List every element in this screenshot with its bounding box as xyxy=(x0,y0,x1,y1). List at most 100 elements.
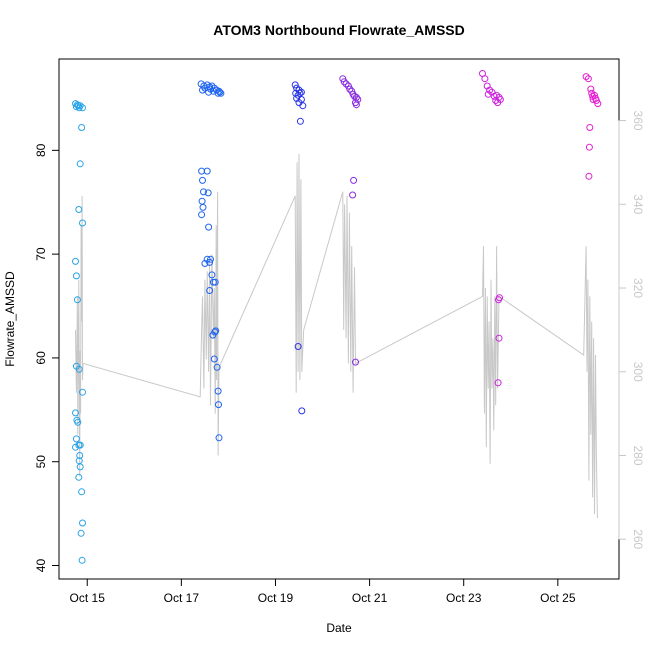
point-s2-13 xyxy=(298,407,306,415)
x-tick-label: Oct 19 xyxy=(258,591,294,605)
x-axis-label: Date xyxy=(326,621,352,635)
point-s1-37 xyxy=(213,363,221,371)
y2-tick-label: 280 xyxy=(631,445,645,465)
point-s1-27 xyxy=(201,260,209,267)
point-s5-0 xyxy=(582,73,590,81)
y-tick-label: 70 xyxy=(34,247,48,261)
x-tick-label: Oct 25 xyxy=(540,591,576,605)
y-axis-left: 40 50 60 70 80 xyxy=(34,143,60,573)
point-s2-12 xyxy=(294,343,302,350)
point-s5-12 xyxy=(585,172,593,180)
point-s0-24 xyxy=(76,452,84,459)
point-s4-9 xyxy=(492,97,500,104)
point-s5-1 xyxy=(584,75,592,83)
x-tick-label: Oct 23 xyxy=(446,591,482,605)
point-s4-14 xyxy=(495,334,503,342)
point-s1-20 xyxy=(204,189,212,197)
point-s1-17 xyxy=(203,167,211,175)
point-s2-5 xyxy=(296,89,304,97)
point-s0-26 xyxy=(76,463,84,471)
point-s0-16 xyxy=(79,388,86,396)
point-s1-38 xyxy=(214,387,222,395)
point-s1-19 xyxy=(200,188,207,196)
point-s5-2 xyxy=(587,85,595,93)
point-s3-2 xyxy=(342,80,350,88)
y-tick-label: 60 xyxy=(34,351,48,365)
point-s0-31 xyxy=(78,556,86,564)
point-s0-10 xyxy=(79,219,86,227)
point-s0-27 xyxy=(75,473,83,481)
point-s1-14 xyxy=(214,89,222,97)
point-s1-31 xyxy=(211,278,219,286)
point-s3-11 xyxy=(352,101,360,109)
point-s2-0 xyxy=(291,81,299,89)
point-s0-7 xyxy=(78,124,86,131)
point-s0-30 xyxy=(77,529,85,537)
point-s1-29 xyxy=(208,271,216,279)
point-s5-11 xyxy=(585,143,593,151)
point-s1-28 xyxy=(206,258,214,266)
point-s0-11 xyxy=(72,257,79,265)
point-s1-22 xyxy=(199,203,207,211)
point-s4-3 xyxy=(486,86,494,94)
point-s1-23 xyxy=(198,211,206,219)
point-s4-11 xyxy=(496,96,504,103)
point-s1-26 xyxy=(207,255,214,263)
y-tick-label: 50 xyxy=(34,455,48,469)
x-tick-label: Oct 15 xyxy=(70,591,106,605)
x-tick-label: Oct 21 xyxy=(352,591,388,605)
point-s1-15 xyxy=(217,89,225,97)
plot-frame xyxy=(58,58,620,580)
scatter-points-layer xyxy=(72,70,602,564)
point-s4-13 xyxy=(495,296,502,304)
point-s1-39 xyxy=(215,401,222,409)
line-series-0 xyxy=(75,153,598,519)
x-axis: Oct 15 Oct 17 Oct 19 Oct 21 Oct 23 Oct 25 xyxy=(70,578,576,605)
point-s0-17 xyxy=(72,409,79,417)
point-s0-29 xyxy=(79,519,86,527)
x-tick-label: Oct 17 xyxy=(164,591,200,605)
point-s5-10 xyxy=(586,124,594,131)
y2-tick-label: 260 xyxy=(631,529,645,549)
point-s0-12 xyxy=(72,272,80,280)
y-axis-label: Flowrate_AMSSD xyxy=(3,271,17,367)
line-series-layer xyxy=(75,153,598,519)
point-s3-12 xyxy=(350,176,358,184)
y-tick-label: 80 xyxy=(34,143,48,157)
point-s1-35 xyxy=(209,331,217,339)
point-s0-20 xyxy=(72,435,80,443)
y-tick-label: 40 xyxy=(34,559,48,573)
point-s1-24 xyxy=(205,223,213,231)
point-s4-4 xyxy=(484,90,492,98)
point-s1-21 xyxy=(198,197,206,205)
point-s0-19 xyxy=(74,418,82,426)
point-s2-6 xyxy=(297,88,305,96)
point-s2-11 xyxy=(296,117,304,125)
chart-title: ATOM3 Northbound Flowrate_AMSSD xyxy=(213,22,464,38)
point-s1-10 xyxy=(199,86,206,94)
point-s1-13 xyxy=(216,88,224,96)
point-s1-12 xyxy=(205,88,213,96)
point-s1-32 xyxy=(206,287,214,294)
point-s0-13 xyxy=(73,296,81,304)
point-s0-8 xyxy=(76,160,84,168)
y2-tick-label: 360 xyxy=(631,111,645,131)
point-s4-1 xyxy=(481,75,489,83)
point-s1-36 xyxy=(210,355,218,363)
point-s0-5 xyxy=(76,102,84,110)
point-s4-15 xyxy=(494,379,502,387)
point-s3-13 xyxy=(349,191,357,199)
y-axis-right: 260 280 300 320 340 360 xyxy=(618,111,645,550)
point-s0-28 xyxy=(78,488,86,496)
y2-tick-label: 320 xyxy=(631,278,645,298)
point-s1-40 xyxy=(215,434,223,442)
point-s3-4 xyxy=(346,85,354,93)
y2-tick-label: 300 xyxy=(631,362,645,382)
point-s3-14 xyxy=(352,358,359,366)
point-s1-18 xyxy=(199,176,206,184)
point-s3-1 xyxy=(340,78,348,86)
point-s2-10 xyxy=(299,102,307,110)
y2-tick-label: 340 xyxy=(631,194,645,214)
point-s0-15 xyxy=(75,365,83,373)
